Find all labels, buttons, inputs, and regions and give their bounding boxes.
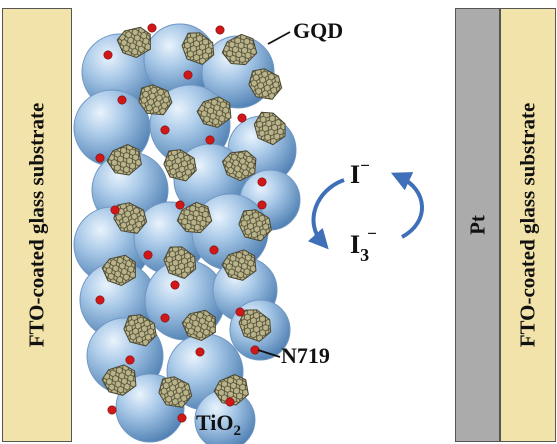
- n719-dye-dot: [235, 307, 245, 317]
- n719-dye-dot: [237, 113, 247, 123]
- gqd-lattice: [113, 202, 147, 234]
- n719-dye-dot: [103, 50, 113, 60]
- gqd-lattice: [123, 314, 157, 346]
- n719-dye-dot: [209, 245, 219, 255]
- n719-label: N719: [281, 343, 330, 368]
- n719-dye-dot: [160, 125, 170, 135]
- n719-pointer-line: [257, 349, 281, 358]
- n719-dye-dot: [117, 95, 127, 105]
- right-cycle-arrow: [390, 172, 424, 239]
- n719-dye-dot: [205, 135, 215, 145]
- n719-dye-dot: [107, 405, 117, 415]
- n719-dye-dot: [177, 413, 187, 423]
- gqd-flakes: [101, 26, 286, 408]
- n719-dye-dot: [257, 177, 267, 187]
- gqd-lattice: [138, 84, 172, 115]
- iodide-label: I−: [350, 156, 370, 190]
- pt-counter-electrode: Pt: [455, 8, 500, 442]
- fto-substrate-left: FTO-coated glass substrate: [2, 8, 72, 442]
- tio2-subscript: 2: [233, 423, 242, 439]
- n719-dye-molecules: [95, 23, 267, 423]
- gqd-lattice: [254, 112, 286, 145]
- gqd-lattice: [164, 246, 196, 279]
- pt-label: Pt: [465, 215, 489, 235]
- fto-right-label: FTO-coated glass substrate: [515, 102, 540, 348]
- tio2-text: TiO: [196, 410, 234, 435]
- gqd-lattice: [222, 150, 256, 181]
- n719-dye-dot: [147, 23, 157, 33]
- gqd-lattice: [117, 27, 151, 58]
- gqd-lattice: [222, 34, 257, 65]
- gqd-lattice: [248, 68, 282, 100]
- fto-substrate-right: FTO-coated glass substrate: [500, 8, 556, 442]
- gqd-lattice: [102, 255, 136, 286]
- n719-dye-dot: [95, 295, 105, 305]
- gqd-lattice: [177, 202, 212, 233]
- tio2-label: TiO2: [196, 410, 242, 439]
- gqd-lattice: [239, 309, 271, 342]
- gqd-lattice: [214, 374, 249, 405]
- n719-dye-dot: [195, 347, 205, 357]
- gqd-lattice: [163, 149, 197, 181]
- n719-dye-dot: [143, 250, 153, 260]
- triiodide-subscript: 3: [360, 245, 370, 265]
- gqd-label: GQD: [293, 18, 344, 43]
- n719-dye-dot: [175, 200, 185, 210]
- triiodide-label: I3 −: [350, 224, 379, 265]
- left-cycle-arrow: [307, 178, 345, 250]
- gqd-pointer-line: [267, 31, 291, 45]
- iodide-superscript: −: [360, 156, 370, 175]
- gqd-lattice: [197, 96, 231, 128]
- n719-dye-dot: [110, 205, 120, 215]
- n719-dye-dot: [257, 200, 267, 210]
- n719-dye-dot: [225, 397, 235, 407]
- gqd-lattice: [238, 209, 272, 241]
- n719-dye-dot: [170, 280, 180, 290]
- gqd-lattice: [182, 310, 216, 341]
- n719-dye-dot: [183, 70, 193, 80]
- gqd-lattice: [102, 364, 136, 396]
- n719-dye-dot: [95, 153, 105, 163]
- n719-dye-dot: [160, 313, 170, 323]
- gqd-lattice: [158, 376, 192, 408]
- gqd-lattice: [222, 249, 256, 281]
- triiodide-superscript: −: [367, 224, 377, 243]
- gqd-lattice: [182, 32, 214, 65]
- gqd-lattice: [107, 144, 142, 175]
- triiodide-text: I: [350, 230, 361, 259]
- n719-dye-dot: [125, 355, 135, 365]
- iodide-text: I: [350, 160, 361, 189]
- n719-dye-dot: [250, 345, 260, 355]
- n719-dye-dot: [215, 25, 225, 35]
